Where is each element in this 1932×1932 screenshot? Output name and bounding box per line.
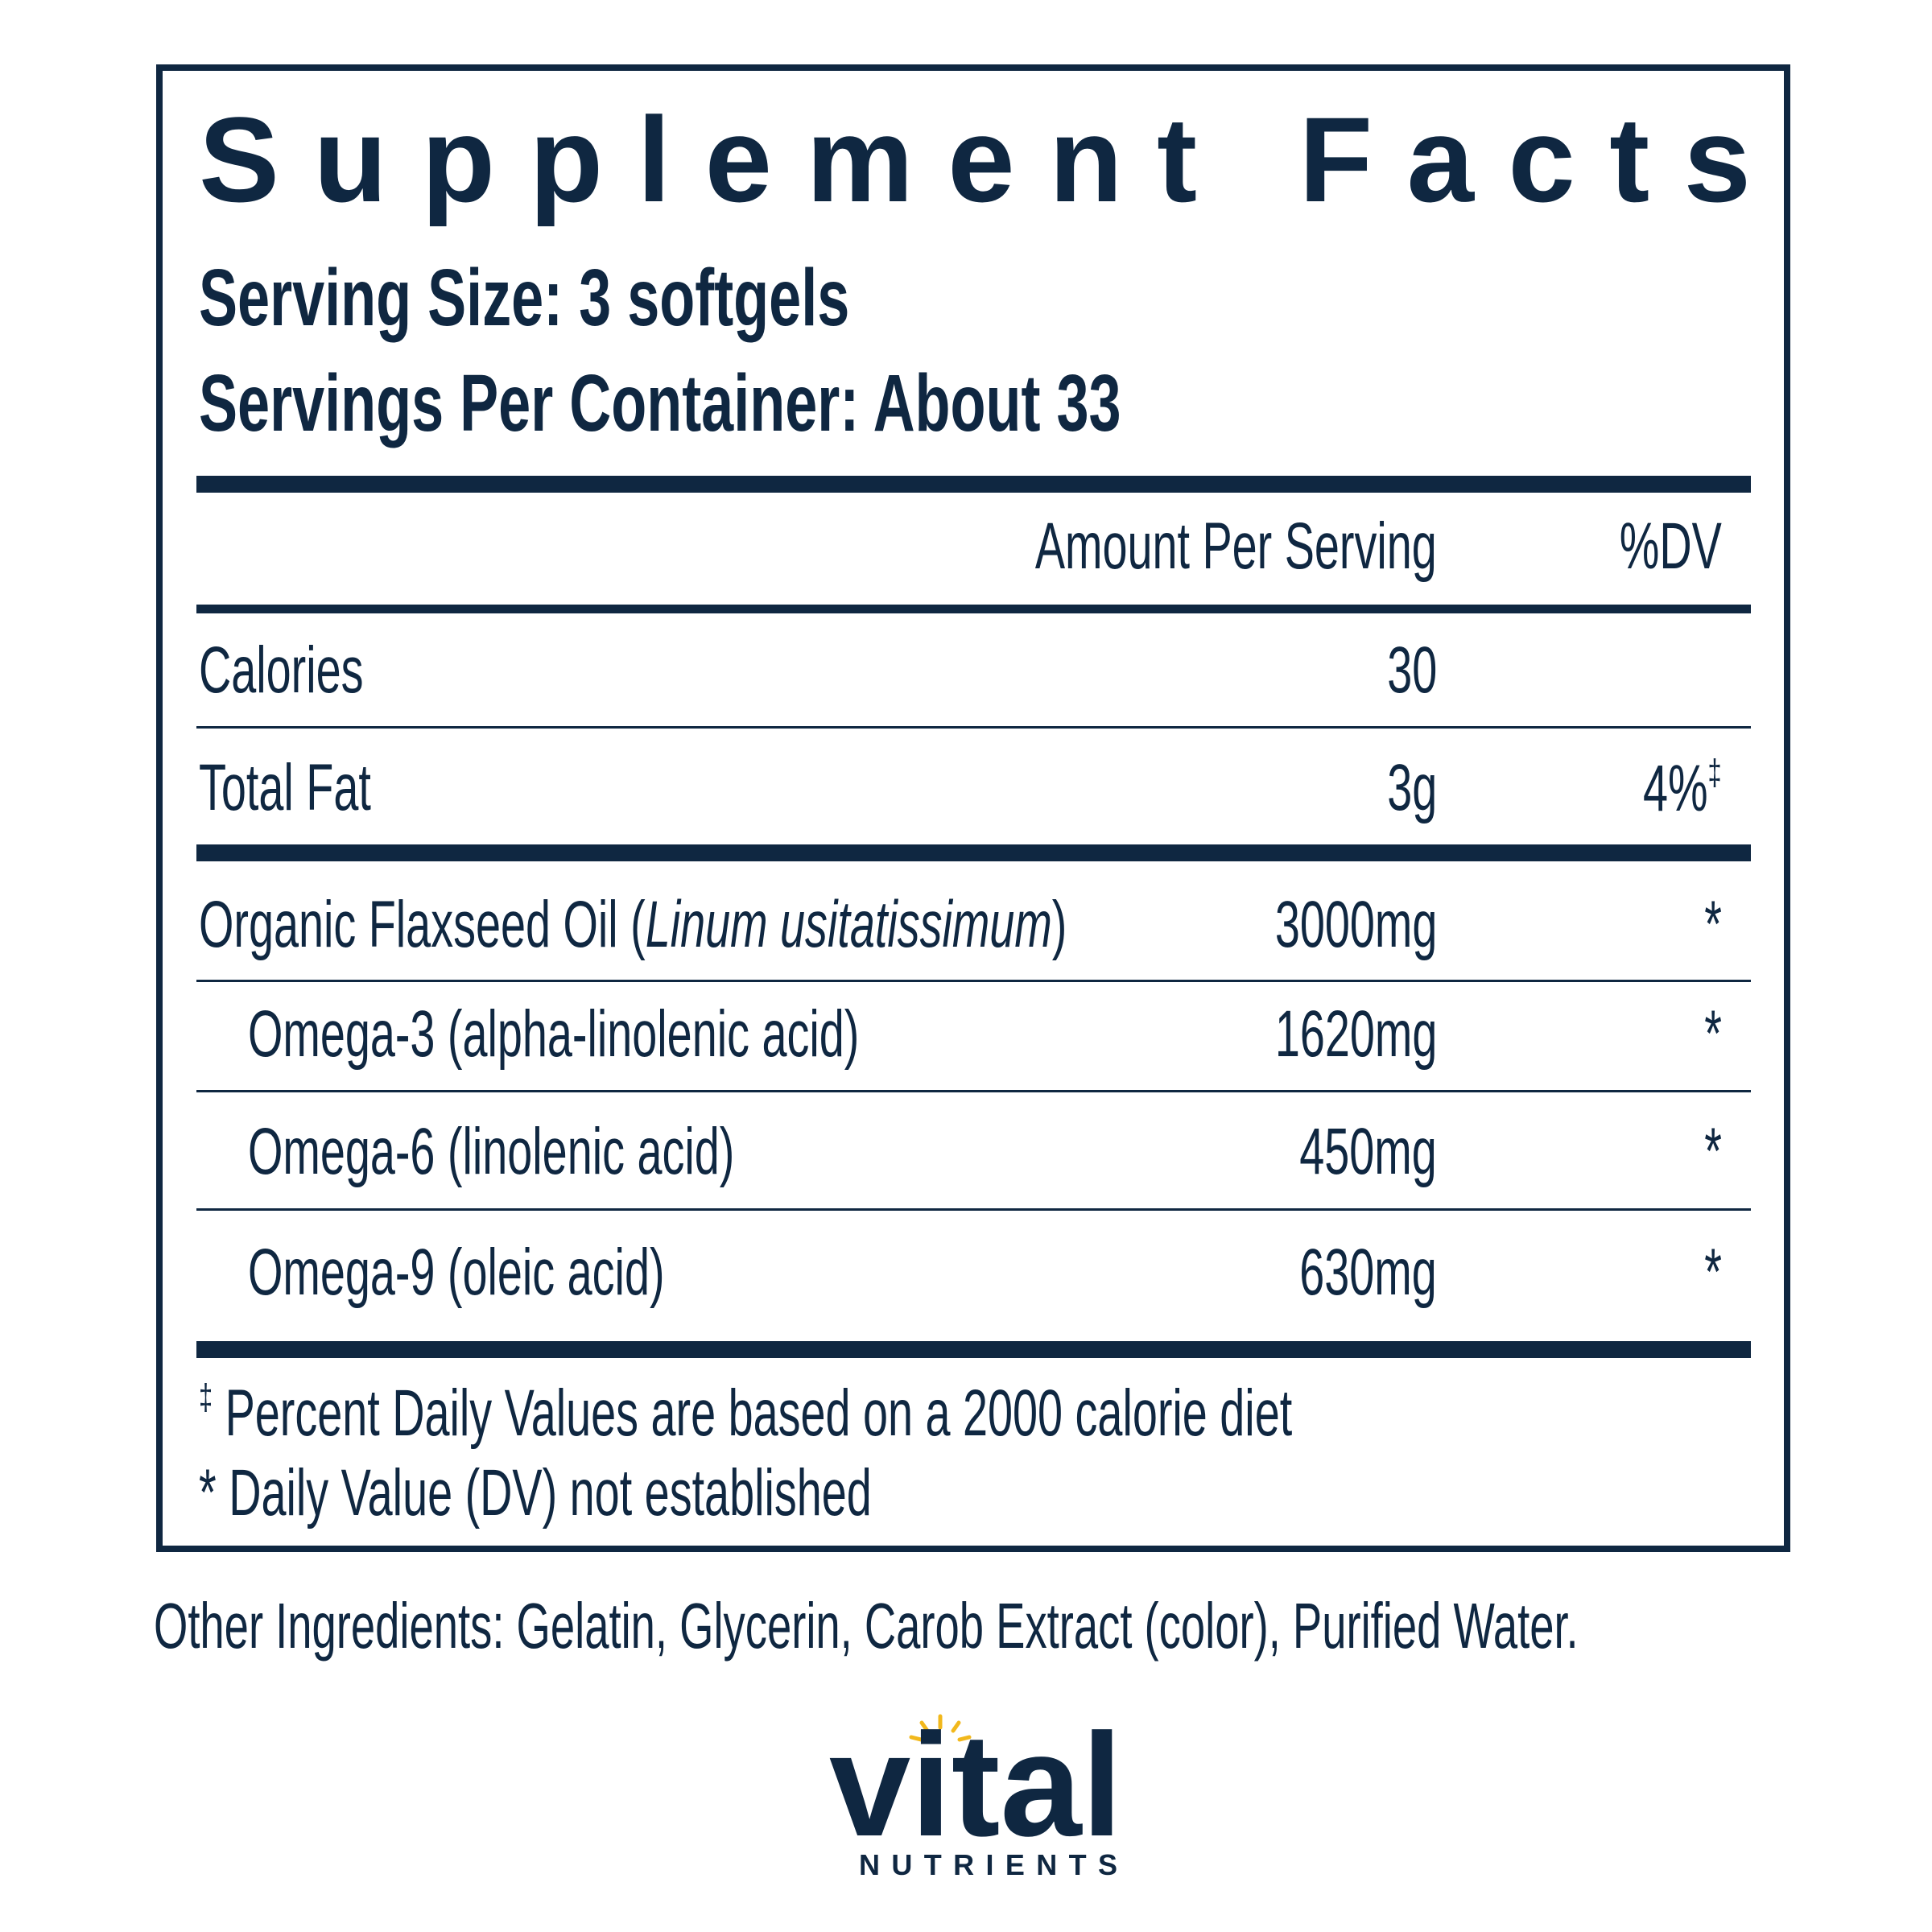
header-amount: Amount Per Serving <box>1035 510 1437 583</box>
row-amount: 630mg <box>1299 1236 1437 1309</box>
footnote: * Daily Value (DV) not established <box>199 1460 872 1526</box>
row-name-part: Linum usitatissimum <box>645 888 1052 961</box>
rule <box>196 605 1751 613</box>
row-name: Omega-9 (oleic acid) <box>248 1236 665 1309</box>
row-amount: 3000mg <box>1274 888 1437 961</box>
row-name: Omega-3 (alpha-linolenic acid) <box>248 997 860 1071</box>
other-ingredients: Other Ingredients: Gelatin, Glycerin, Ca… <box>154 1590 1579 1662</box>
row-dv-value: * <box>1704 997 1722 1071</box>
logo-tagline: NUTRIENTS <box>859 1848 1117 1881</box>
row-name: Calories <box>199 634 364 707</box>
row-amount: 450mg <box>1299 1115 1437 1188</box>
row-dv: * <box>1704 892 1722 958</box>
row-dv: 4%‡ <box>1643 754 1722 822</box>
row-amount: 3g <box>1386 751 1437 824</box>
rule <box>196 1090 1751 1092</box>
rule <box>196 476 1751 493</box>
rule <box>196 726 1751 729</box>
facts-box <box>156 64 1790 1552</box>
title: Supplement Facts <box>199 92 1751 227</box>
row-dv: * <box>1704 1119 1722 1185</box>
footnote: ‡ Percent Daily Values are based on a 20… <box>199 1379 1292 1447</box>
row-amount: 30 <box>1386 634 1437 707</box>
servings-per-container: Servings Per Container: About 33 <box>199 358 1121 448</box>
rule <box>196 1341 1751 1358</box>
row-name-part: Organic Flaxseed Oil ( <box>199 888 646 961</box>
row-dv-value: * <box>1704 1115 1722 1188</box>
spacer <box>213 1377 225 1450</box>
row-dv-value: 4% <box>1643 751 1708 825</box>
header-dv: %DV <box>1619 510 1722 583</box>
row-name: Omega-6 (linolenic acid) <box>248 1115 735 1188</box>
rule <box>196 844 1751 861</box>
row-name-part: ) <box>1051 888 1067 961</box>
logo-brand: vital <box>829 1703 1122 1867</box>
footnote-text: * Daily Value (DV) not established <box>199 1456 872 1530</box>
row-amount: 1620mg <box>1274 997 1437 1071</box>
row-name: Total Fat <box>199 751 371 824</box>
serving-size: Serving Size: 3 softgels <box>199 253 850 343</box>
logo-sun <box>909 1714 972 1742</box>
footnote-text: Percent Daily Values are based on a 2000… <box>225 1376 1293 1450</box>
footnote-mark: ‡ <box>199 1377 213 1418</box>
row-dv: * <box>1704 1240 1722 1306</box>
row-dv: * <box>1704 1001 1722 1067</box>
row-dv-value: * <box>1704 888 1722 961</box>
rule <box>196 980 1751 982</box>
row-name: Organic Flaxseed Oil (Linum usitatissimu… <box>199 892 1067 958</box>
row-dv-mark: ‡ <box>1707 752 1722 794</box>
row-dv-value: * <box>1704 1236 1722 1309</box>
rule <box>196 1208 1751 1211</box>
